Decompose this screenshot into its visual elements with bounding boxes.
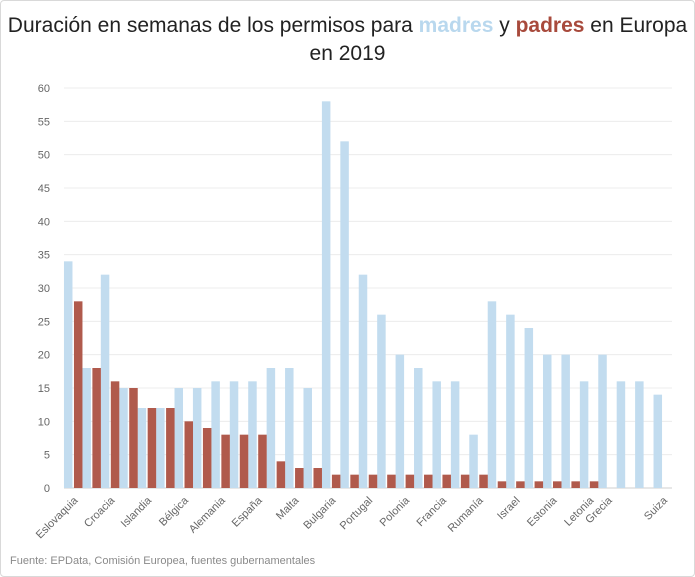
x-tick-label: Croacia <box>82 494 118 530</box>
y-tick-label: 45 <box>38 183 50 195</box>
y-tick-label: 20 <box>38 350 50 362</box>
y-tick-label: 40 <box>38 216 50 228</box>
y-tick-label: 25 <box>38 316 50 328</box>
bar-padres <box>73 301 83 488</box>
bar-padres <box>221 434 230 488</box>
bar-padres <box>479 474 488 488</box>
bar-madres <box>156 408 165 488</box>
bar-padres <box>184 421 194 488</box>
title-madres: madres <box>418 14 494 37</box>
bar-madres <box>358 274 368 488</box>
bar-madres <box>100 274 110 488</box>
title-padres: padres <box>515 14 585 37</box>
y-tick-label: 50 <box>38 150 50 162</box>
y-tick-label: 10 <box>38 416 50 428</box>
bar-padres <box>331 474 341 488</box>
bar-padres <box>424 474 433 488</box>
y-tick-label: 60 <box>38 83 50 95</box>
bar-madres <box>285 368 294 488</box>
x-tick-label: Bulgaria <box>301 494 339 532</box>
bar-padres <box>202 428 212 488</box>
bar-madres <box>119 388 128 488</box>
bar-padres <box>497 481 507 488</box>
title-part-2: y <box>493 14 516 37</box>
bar-madres <box>432 381 441 488</box>
x-tick-label: Suiza <box>642 494 671 523</box>
bar-madres <box>174 388 184 488</box>
bar-padres <box>442 474 451 488</box>
bar-madres <box>561 354 570 488</box>
bar-padres <box>534 481 544 488</box>
bar-madres <box>524 328 534 488</box>
x-tick-label: Israel <box>495 495 523 523</box>
bar-padres <box>350 474 359 488</box>
bar-madres <box>137 408 147 488</box>
bar-padres <box>110 381 120 488</box>
bar-madres <box>653 394 663 488</box>
y-tick-label: 5 <box>44 450 50 462</box>
bar-padres <box>387 474 396 488</box>
bar-padres <box>92 368 101 488</box>
bar-madres <box>211 381 220 488</box>
bar-madres <box>414 368 423 488</box>
bar-madres <box>229 381 239 488</box>
bar-padres <box>552 481 562 488</box>
bar-madres <box>266 368 276 488</box>
bar-madres <box>192 388 202 488</box>
x-tick-label: Eslovaquia <box>34 494 81 541</box>
bar-padres <box>589 481 599 488</box>
bar-padres <box>258 434 267 488</box>
bar-padres <box>313 468 322 488</box>
x-tick-label: Polonia <box>378 494 413 529</box>
bar-padres <box>147 408 157 488</box>
x-tick-label: España <box>230 494 265 529</box>
title-part-1: Duración en semanas de los permisos para <box>7 14 419 37</box>
bar-madres <box>542 354 552 488</box>
bar-padres <box>129 388 138 488</box>
x-tick-label: Francia <box>414 494 449 529</box>
source-note: Fuente: EPData, Comisión Europea, fuente… <box>10 555 316 567</box>
bar-padres <box>405 474 415 488</box>
y-tick-label: 30 <box>38 283 50 295</box>
x-tick-label: Rumanía <box>446 494 487 535</box>
x-tick-label: Estonia <box>525 494 560 529</box>
x-tick-label: Bélgica <box>157 494 192 529</box>
y-tick-label: 35 <box>38 250 50 262</box>
bar-padres <box>239 434 249 488</box>
bar-padres <box>460 474 470 488</box>
bar-madres <box>506 314 515 488</box>
x-tick-label: Alemania <box>187 494 229 536</box>
bar-madres <box>579 381 589 488</box>
y-tick-label: 0 <box>44 483 50 495</box>
bar-madres <box>450 381 460 488</box>
bar-madres <box>635 381 644 488</box>
bar-madres <box>303 388 312 488</box>
title-part-3: en Europa en 2019 <box>309 14 688 65</box>
x-tick-label: Malta <box>274 494 302 522</box>
bar-padres <box>276 461 286 488</box>
bar-madres <box>340 141 349 489</box>
bar-madres <box>377 314 386 488</box>
bar-madres <box>63 261 73 488</box>
bar-madres <box>469 434 478 488</box>
bar-padres <box>368 474 378 488</box>
bar-madres <box>487 301 497 488</box>
bar-padres <box>295 468 304 488</box>
bar-padres <box>166 408 175 488</box>
bar-madres <box>82 368 91 488</box>
bar-madres <box>598 354 607 488</box>
bar-madres <box>321 101 331 488</box>
bar-padres <box>516 481 525 488</box>
chart-title: Duración en semanas de los permisos para… <box>0 12 695 68</box>
bar-madres <box>616 381 626 488</box>
y-tick-label: 15 <box>38 383 50 395</box>
x-tick-label: Islandia <box>119 494 155 530</box>
bar-madres <box>248 381 257 488</box>
bar-madres <box>395 354 405 488</box>
x-tick-label: Portugal <box>338 495 375 532</box>
bar-padres <box>571 481 580 488</box>
y-tick-label: 55 <box>38 116 50 128</box>
